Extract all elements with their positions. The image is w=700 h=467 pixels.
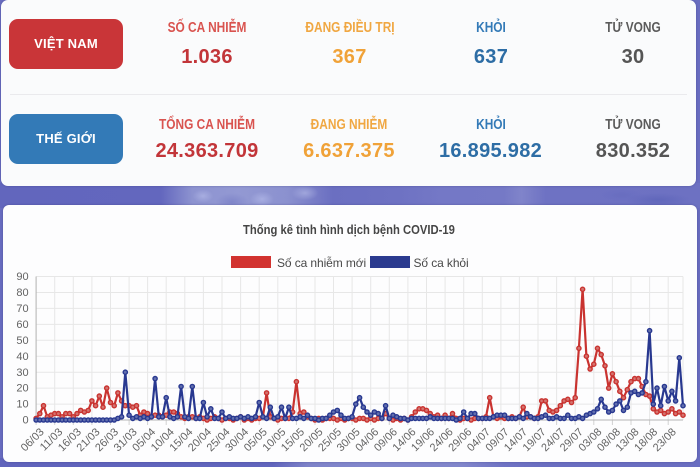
svg-text:20: 20 [16,383,28,395]
svg-text:80: 80 [16,287,28,299]
svg-text:90: 90 [16,271,28,283]
svg-text:40: 40 [16,351,28,363]
svg-text:10: 10 [16,399,28,411]
svg-text:50: 50 [16,335,28,347]
svg-text:70: 70 [16,303,28,315]
svg-text:0: 0 [22,415,28,427]
svg-text:30: 30 [16,367,28,379]
svg-text:60: 60 [16,319,28,331]
